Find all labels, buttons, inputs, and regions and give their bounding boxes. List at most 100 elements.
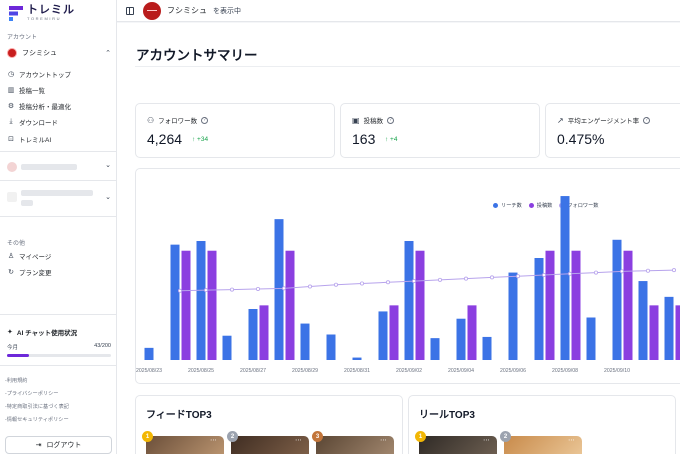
blurred-account-1[interactable]: ⌄	[7, 158, 111, 176]
ai-usage-period: 今月	[7, 345, 19, 351]
feed-top3-title: フィードTOP3	[146, 410, 212, 421]
sidebar-divider	[0, 314, 116, 315]
nav-label: ダウンロード	[19, 120, 58, 127]
brand-sub: TOREMIRU	[27, 16, 62, 21]
robot-icon: ⊡	[8, 136, 14, 143]
nav-label: 投稿分析・最適化	[19, 104, 71, 111]
gear-icon: ⚙	[7, 103, 15, 110]
bar-chart-icon: ▥	[7, 87, 15, 94]
nav-label: 投稿一覧	[19, 88, 45, 95]
chevron-up-icon: ⌃	[105, 50, 111, 57]
more-icon[interactable]: ⋯	[295, 437, 302, 444]
stat-value: 4,264	[147, 131, 183, 147]
help-icon[interactable]: ?	[643, 116, 651, 124]
reel-thumb-2[interactable]	[504, 436, 582, 454]
logout-button[interactable]: ⇥ ログアウト	[5, 436, 112, 454]
stat-label: 平均エンゲージメント率	[567, 118, 640, 125]
trend-up-icon: ↗	[557, 115, 564, 125]
legend-swatch	[559, 203, 565, 208]
account-switcher[interactable]: フシミシュ ⌃	[7, 48, 111, 58]
chevron-down-icon: ⌄	[105, 194, 111, 201]
sidebar-divider	[0, 365, 116, 366]
stat-card-posts: ▣ 投稿数? 163 ↑ +4	[340, 103, 540, 158]
chart-legend: リーチ数 投稿数 フォロワー数	[493, 202, 605, 209]
rank-badge-2: 2	[227, 431, 238, 442]
nav-label: アカウントトップ	[19, 72, 71, 79]
rank-badge-1: 1	[415, 431, 426, 442]
main-content: アカウントサマリー ⚇ フォロワー数? 4,264 ↑ +34 ▣ 投稿数? 163…	[117, 23, 680, 454]
footer-link-privacy[interactable]: -プライバシーポリシー	[5, 391, 59, 397]
nav-post-analysis[interactable]: ⚙ 投稿分析・最適化	[7, 101, 71, 111]
legend-item-followers: フォロワー数	[559, 202, 598, 209]
download-icon: ⤓	[9, 118, 13, 125]
page-title: アカウントサマリー	[136, 48, 258, 63]
rank-badge-2: 2	[500, 431, 511, 442]
nav-label: プラン変更	[19, 270, 52, 277]
ai-usage-panel: ✦ AI チャット使用状況 今月 43/200	[7, 327, 111, 357]
stat-value: 163	[352, 131, 376, 147]
nav-label: トレミルAI	[19, 137, 52, 144]
rank-badge-3: 3	[312, 431, 323, 442]
chevron-down-icon: ⌄	[105, 162, 111, 169]
stat-delta: ↑ +4	[385, 136, 398, 143]
stat-card-followers: ⚇ フォロワー数? 4,264 ↑ +34	[135, 103, 335, 158]
footer-link-terms[interactable]: -利用規約	[5, 378, 28, 384]
sidebar-divider	[0, 151, 116, 152]
legend-swatch	[528, 203, 534, 208]
more-icon[interactable]: ⋯	[568, 437, 575, 444]
sidebar-divider	[0, 216, 116, 217]
nav-mypage[interactable]: ♙ マイページ	[7, 251, 52, 261]
topbar-avatar	[143, 1, 161, 20]
feed-thumb-2[interactable]	[231, 436, 309, 454]
legend-label: 投稿数	[536, 203, 553, 209]
nav-account-top[interactable]: ◷ アカウントトップ	[7, 69, 71, 79]
feed-thumb-3[interactable]	[316, 436, 394, 454]
ai-usage-title: AI チャット使用状況	[16, 330, 78, 337]
nav-post-list[interactable]: ▥ 投稿一覧	[7, 85, 45, 95]
blurred-account-2[interactable]: ⌄	[7, 186, 111, 212]
user-icon: ♙	[7, 253, 15, 260]
ai-usage-bar	[7, 354, 111, 357]
more-icon[interactable]: ⋯	[210, 437, 217, 444]
nav-toremiru-ai[interactable]: ⊡ トレミルAI	[7, 134, 51, 144]
footer-link-tokusho[interactable]: -特定商取引法に基づく表記	[5, 404, 69, 410]
feed-thumb-1[interactable]	[146, 436, 224, 454]
users-icon: ⚇	[147, 115, 155, 125]
account-avatar	[7, 48, 17, 58]
image-icon: ▣	[352, 115, 360, 125]
stat-label: 投稿数	[363, 118, 384, 125]
rank-badge-1: 1	[142, 431, 153, 442]
topbar-viewing-suffix: を表示中	[213, 7, 241, 15]
legend-item-reach: リーチ数	[493, 202, 522, 209]
nav-download[interactable]: ⤓ ダウンロード	[7, 117, 58, 127]
title-divider	[135, 66, 680, 67]
legend-swatch	[493, 203, 498, 208]
brand-name: トレミル	[27, 4, 75, 16]
more-icon[interactable]: ⋯	[483, 437, 490, 444]
stat-label: フォロワー数	[158, 118, 198, 125]
footer-link-security[interactable]: -情報セキュリティポリシー	[5, 417, 69, 423]
logout-icon: ⇥	[35, 442, 42, 449]
clock-icon: ◷	[7, 71, 15, 78]
sidebar-divider	[0, 180, 116, 181]
ai-usage-count: 43/200	[94, 343, 111, 349]
stat-card-engagement: ↗ 平均エンゲージメント率? 0.475%	[545, 103, 680, 158]
help-icon[interactable]: ?	[387, 116, 395, 124]
reel-top3-card: リールTOP3 1 2 ⋯ ⋯	[408, 395, 676, 454]
sparkle-icon: ✦	[7, 329, 13, 336]
more-icon[interactable]: ⋯	[380, 437, 387, 444]
brand-logo[interactable]: トレミル TOREMIRU	[9, 5, 75, 21]
nav-plan-change[interactable]: ↻ プラン変更	[7, 267, 52, 277]
stat-delta: ↑ +34	[192, 136, 209, 143]
reel-top3-title: リールTOP3	[419, 410, 475, 421]
account-name: フシミシュ	[22, 50, 57, 57]
legend-item-posts: 投稿数	[528, 202, 553, 209]
help-icon[interactable]: ?	[201, 116, 209, 124]
top-bar: フシミシュ を表示中	[117, 0, 680, 22]
sidebar: トレミル TOREMIRU アカウント フシミシュ ⌃ ◷ アカウントトップ ▥…	[0, 0, 117, 454]
sidebar-toggle-icon[interactable]	[126, 6, 134, 15]
feed-top3-card: フィードTOP3 1 2 3 ⋯ ⋯ ⋯	[135, 395, 403, 454]
reel-thumb-1[interactable]	[419, 436, 497, 454]
topbar-account-name: フシミシュ	[167, 6, 207, 15]
other-section-label: その他	[7, 241, 26, 247]
